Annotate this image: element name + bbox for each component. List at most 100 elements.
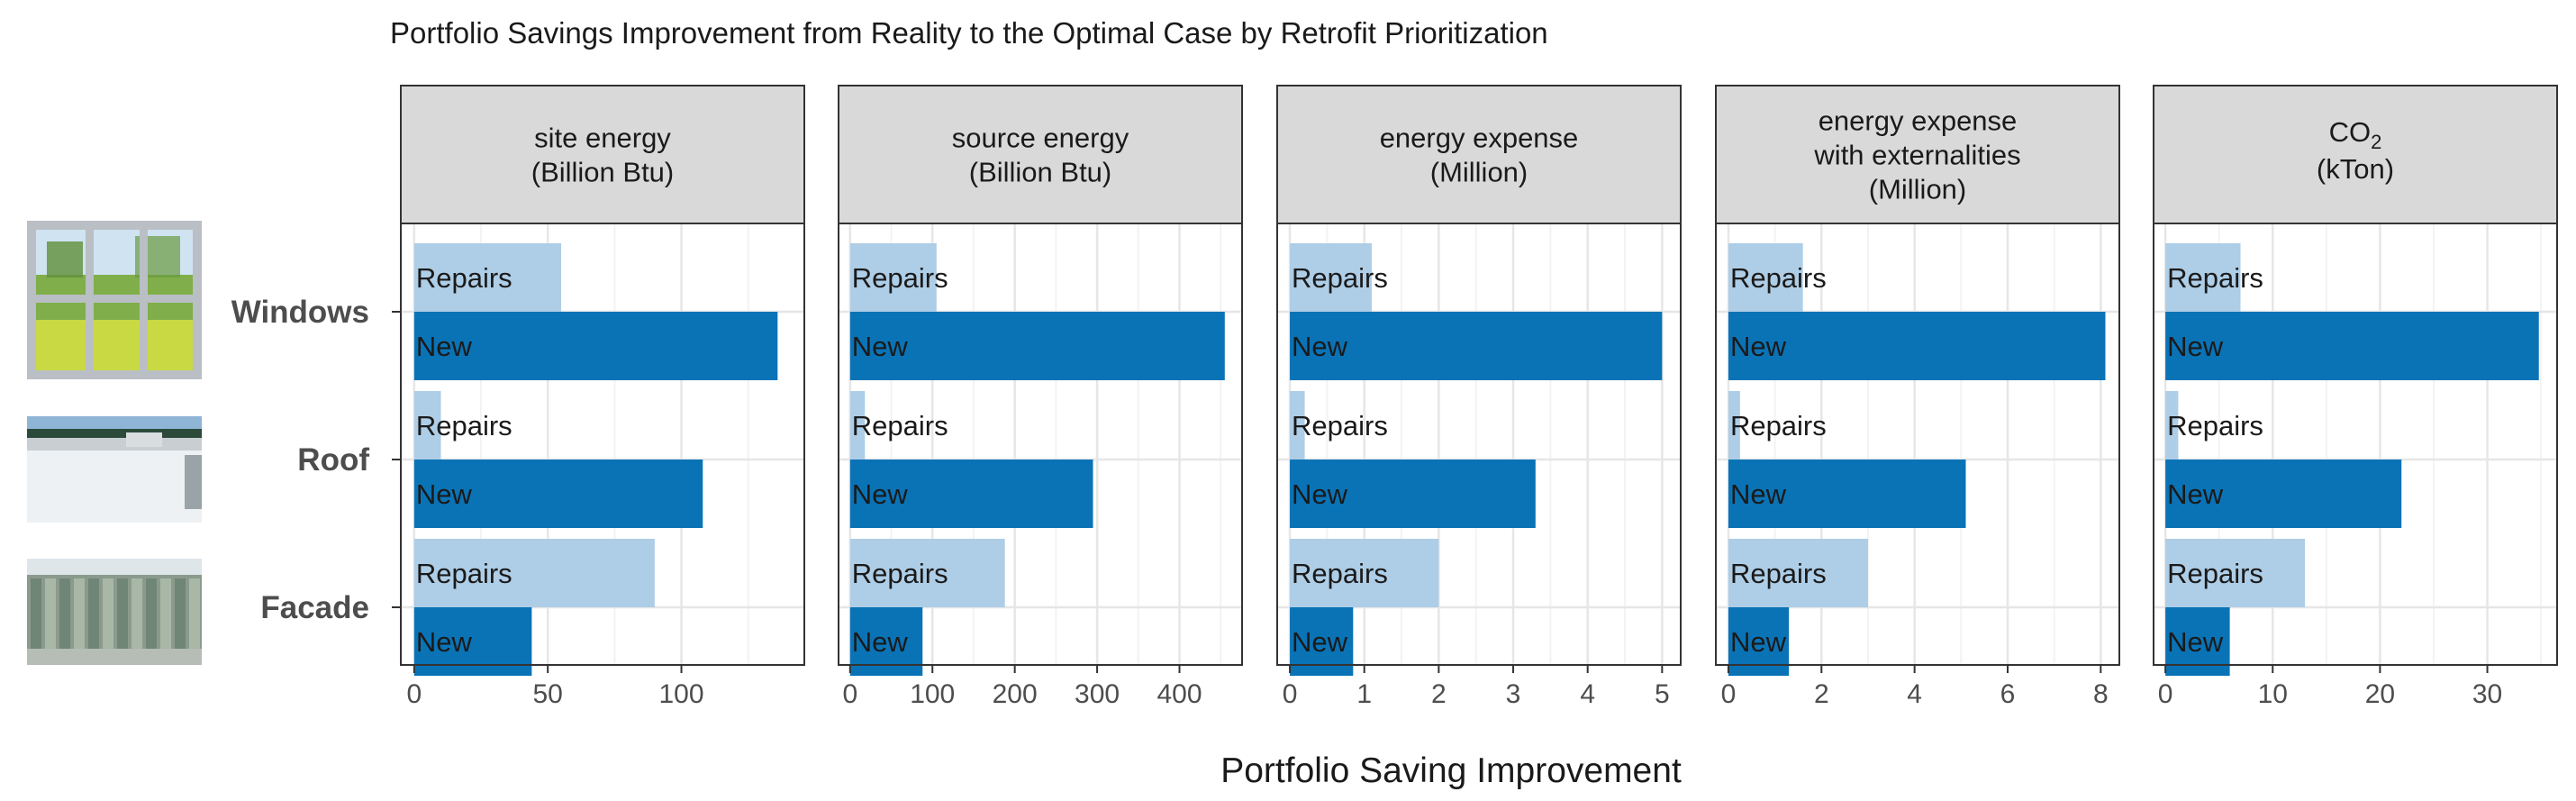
x-tick-label: 2 <box>1814 679 1829 709</box>
y-category-label: Roof <box>297 442 369 478</box>
bar-label-repairs: Repairs <box>1292 262 1388 294</box>
facade-panel <box>117 578 128 649</box>
bar-label-new: New <box>2167 478 2224 510</box>
bar-repairs <box>1290 391 1305 460</box>
facet-strip <box>400 85 805 224</box>
x-tick-label: 10 <box>2258 679 2288 709</box>
bar-new <box>849 312 1225 380</box>
bar-label-repairs: Repairs <box>2167 558 2263 589</box>
bar-repairs <box>1728 243 1803 312</box>
facet-panel: site energy(Billion Btu) Repairs New Repair… <box>400 85 805 709</box>
facet-strip <box>1715 85 2120 224</box>
x-tick-label: 8 <box>2093 679 2109 709</box>
window-transom <box>36 295 193 303</box>
bar-label-new: New <box>852 478 909 510</box>
bar-repairs <box>1728 539 1868 607</box>
bar-repairs <box>849 243 937 312</box>
bar-new <box>2165 460 2402 528</box>
facet-title: site energy <box>534 123 671 154</box>
bar-label-new: New <box>1730 626 1787 658</box>
bar-repairs <box>2165 243 2241 312</box>
x-tick-label: 0 <box>1283 679 1298 709</box>
x-axis-label: Portfolio Saving Improvement <box>1220 751 1682 790</box>
bar-new <box>1728 312 2106 380</box>
bar-label-repairs: Repairs <box>1292 558 1388 589</box>
facade-panel <box>175 578 186 649</box>
facade-panel <box>31 578 41 649</box>
bar-label-repairs: Repairs <box>416 410 512 441</box>
panel-border <box>2153 223 2558 666</box>
bar-repairs <box>1290 243 1372 312</box>
bar-label-repairs: Repairs <box>1730 262 1827 294</box>
bar-label-repairs: Repairs <box>416 558 512 589</box>
facet-title: energy expense <box>1380 123 1579 154</box>
bar-label-repairs: Repairs <box>1292 410 1388 441</box>
roof-equipment <box>126 432 162 447</box>
window-grass <box>36 320 193 370</box>
facet-title-unit: (Million) <box>1869 174 1967 205</box>
bar-new <box>2165 312 2539 380</box>
facade-panel <box>189 578 200 649</box>
bar-label-new: New <box>1292 478 1348 510</box>
facet-title-unit: (Million) <box>1430 157 1528 188</box>
facet-title: with externalities <box>1813 140 2020 171</box>
bar-repairs <box>413 539 655 607</box>
window-foliage <box>47 241 83 278</box>
bar-repairs <box>1728 391 1740 460</box>
facet-title: source energy <box>952 123 1129 154</box>
bar-label-repairs: Repairs <box>1730 410 1827 441</box>
facade-ground <box>27 649 202 665</box>
bar-label-new: New <box>416 626 473 658</box>
facet-title: energy expense <box>1819 105 2018 137</box>
facade-photo-bg <box>27 559 202 665</box>
bar-label-new: New <box>1730 331 1787 362</box>
bar-label-repairs: Repairs <box>852 262 948 294</box>
bar-label-new: New <box>1292 331 1348 362</box>
facade-sky <box>27 559 202 575</box>
facet-strip <box>838 85 1243 224</box>
bar-label-repairs: Repairs <box>852 410 948 441</box>
facet-title-subscript: 2 <box>2371 131 2381 153</box>
x-tick-label: 4 <box>1907 679 1922 709</box>
facet-strip <box>2153 85 2558 224</box>
bar-new <box>1290 312 1663 380</box>
bar-new <box>849 460 1093 528</box>
facade-panel <box>59 578 70 649</box>
x-tick-label: 0 <box>2158 679 2173 709</box>
bar-label-new: New <box>852 331 909 362</box>
window-icon <box>27 221 202 379</box>
panel-border <box>1715 223 2120 666</box>
x-tick-label: 5 <box>1655 679 1670 709</box>
facade-icon <box>27 559 202 665</box>
x-tick-label: 100 <box>910 679 955 709</box>
bar-label-repairs: Repairs <box>1730 558 1827 589</box>
bar-label-new: New <box>1730 478 1787 510</box>
bar-repairs <box>2165 539 2305 607</box>
facade-panel <box>160 578 171 649</box>
x-tick-label: 300 <box>1075 679 1120 709</box>
bar-new <box>1290 460 1536 528</box>
facet-strip <box>1276 85 1682 224</box>
bar-repairs <box>849 391 866 460</box>
x-tick-label: 200 <box>993 679 1038 709</box>
facade-panel <box>88 578 99 649</box>
y-category-label: Facade <box>260 590 369 625</box>
bar-label-new: New <box>852 626 909 658</box>
bar-repairs <box>849 539 1005 607</box>
bar-repairs <box>1290 539 1439 607</box>
bar-label-new: New <box>416 478 473 510</box>
bar-label-new: New <box>416 331 473 362</box>
bar-new <box>1728 460 1966 528</box>
x-tick-label: 2 <box>1431 679 1447 709</box>
x-tick-label: 0 <box>842 679 857 709</box>
roof-icon <box>27 416 202 523</box>
roof-surface <box>27 451 202 523</box>
x-tick-label: 50 <box>532 679 562 709</box>
x-tick-label: 400 <box>1156 679 1202 709</box>
roof-rail <box>185 455 202 509</box>
bar-repairs <box>413 391 441 460</box>
bar-label-new: New <box>2167 331 2224 362</box>
